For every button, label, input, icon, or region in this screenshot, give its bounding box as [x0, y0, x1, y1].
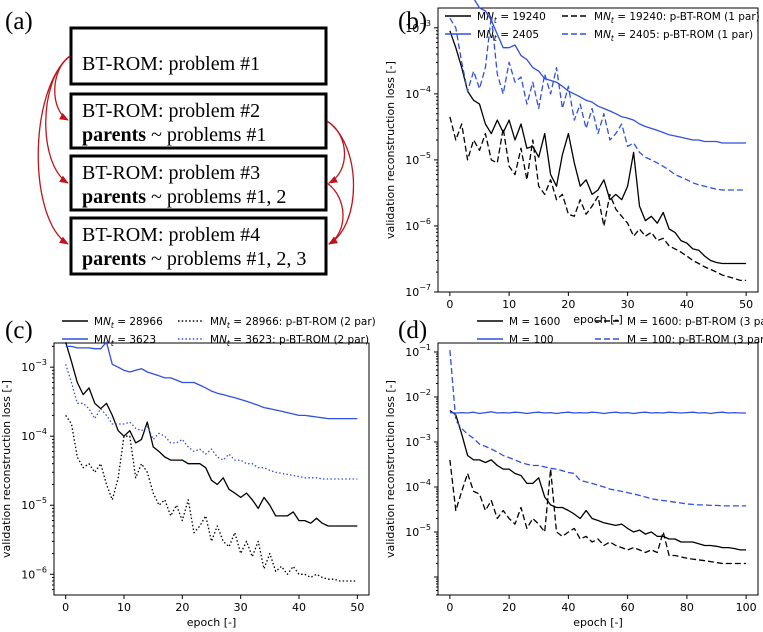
x-tick-label: 80 [680, 601, 694, 614]
parent-arrows-left [37, 55, 71, 245]
box-2-line1: BT-ROM: problem #2 [82, 100, 260, 122]
legend-label: MNt = 28966 [94, 316, 163, 330]
box-2-rest: ~ problems #1 [146, 124, 266, 146]
x-tick-label: 20 [175, 601, 189, 614]
panel-label-d: (d) [398, 317, 427, 344]
series-line [449, 350, 747, 507]
arrow-2-to-4 [326, 120, 355, 245]
series-line [473, 0, 747, 144]
y-axis-label: validation reconstruction loss [-] [0, 380, 13, 558]
y-tick-label: 10−3 [405, 19, 431, 35]
panel-label-c: (c) [5, 317, 33, 344]
y-tick-label: 10−6 [405, 217, 431, 233]
parent-arrows-right [326, 120, 355, 245]
series-line [65, 364, 358, 480]
plot-frame [437, 342, 759, 596]
y-tick-label: 10−5 [21, 496, 47, 512]
series-line [449, 30, 747, 265]
x-tick-label: 20 [561, 298, 575, 311]
series-line [449, 409, 747, 551]
box-3-rest: ~ problems #1, 2 [146, 186, 286, 208]
x-tick-label: 40 [561, 601, 575, 614]
arrow-3-to-4 [326, 182, 344, 245]
y-tick-label: 10−3 [21, 358, 47, 374]
x-tick-label: 40 [292, 601, 306, 614]
box-3-parents: parents [82, 186, 146, 208]
x-tick-label: 30 [234, 601, 248, 614]
box-4-rest: ~ problems #1, 2, 3 [146, 248, 306, 270]
x-tick-label: 10 [117, 601, 131, 614]
series-line [449, 411, 747, 415]
series-line [449, 459, 747, 565]
box-4-line2: parents ~ problems #1, 2, 3 [82, 248, 306, 270]
series-line [65, 341, 358, 420]
legend-label: M = 1600 [509, 316, 560, 328]
chart-c: 0 10 20 30 40 50 10−6 10−5 10−4 10−3 epoch [-] vali… [0, 316, 376, 629]
y-tick-label: 10−5 [405, 523, 431, 539]
series-line [65, 415, 358, 582]
legend-label: MNt = 28966: p-BT-ROM (2 par) [210, 316, 376, 330]
y-tick-label: 10−3 [405, 433, 431, 449]
chart-d: 0 20 40 60 80 100 10−5 10−4 10−3 10−2 10−1 epoch [-… [384, 316, 763, 629]
legend-label: MNt = 3623 [94, 334, 156, 348]
legend-label: MNt = 2405: p-BT-ROM (1 par) [594, 29, 753, 43]
y-axis-label: validation reconstruction loss [-] [384, 61, 397, 239]
legend-label: MNt = 2405 [477, 29, 539, 43]
x-tick-label: 60 [621, 601, 635, 614]
box-4-line1: BT-ROM: problem #4 [82, 224, 260, 246]
legend-label: M = 100 [509, 334, 554, 346]
arrow-1-to-2 [54, 55, 71, 121]
y-tick-label: 10−4 [405, 478, 431, 494]
y-tick-label: 10−4 [405, 85, 431, 101]
panel-a: (a) BT-ROM: problem #1 BT-ROM: problem #… [5, 8, 355, 276]
box-2-parents: parents [82, 124, 146, 146]
legend-label: M = 1600: p-BT-ROM (3 par) [627, 316, 763, 328]
diagram-box-3: BT-ROM: problem #3 parents ~ problems #1… [69, 154, 328, 212]
legend-label: MNt = 3623: p-BT-ROM (2 par) [210, 334, 369, 348]
y-axis-label: validation reconstruction loss [-] [384, 380, 397, 558]
arrow-2-to-3 [326, 120, 346, 184]
series-line [449, 116, 747, 282]
x-tick-label: 0 [446, 298, 453, 311]
x-tick-label: 30 [621, 298, 635, 311]
y-tick-label: 10−2 [405, 388, 431, 404]
y-tick-label: 10−1 [405, 343, 431, 359]
plot-frame [437, 7, 759, 293]
x-tick-label: 100 [736, 601, 757, 614]
x-tick-label: 50 [350, 601, 364, 614]
box-3-line1: BT-ROM: problem #3 [82, 162, 260, 184]
y-tick-label: 10−7 [405, 283, 431, 299]
box-2-line2: parents ~ problems #1 [82, 124, 266, 146]
x-tick-label: 20 [502, 601, 516, 614]
y-tick-label: 10−6 [21, 565, 47, 581]
plot-frame [53, 342, 370, 596]
legend-label: MNt = 19240: p-BT-ROM (1 par) [594, 11, 760, 25]
x-tick-label: 10 [502, 298, 516, 311]
x-axis-label: epoch [-] [187, 616, 237, 629]
x-axis-label: epoch [-] [573, 616, 623, 629]
x-tick-label: 0 [62, 601, 69, 614]
panel-label-b: (b) [398, 8, 427, 35]
legend-label: MNt = 19240 [477, 11, 546, 25]
box-1-line1: BT-ROM: problem #1 [82, 53, 260, 75]
y-tick-label: 10−4 [21, 427, 47, 443]
series-line [65, 342, 358, 527]
x-tick-label: 40 [680, 298, 694, 311]
x-axis-label: epoch [-] [573, 313, 623, 326]
panel-label-a: (a) [5, 8, 33, 35]
box-4-parents: parents [82, 248, 146, 270]
diagram-box-1: BT-ROM: problem #1 [69, 26, 328, 86]
arrow-1-to-4 [37, 55, 71, 245]
x-tick-label: 0 [446, 601, 453, 614]
box-3-line2: parents ~ problems #1, 2 [82, 186, 286, 208]
chart-b: 0 10 20 30 40 50 10−7 10−6 10−5 10−4 10−3 epoch [-]… [384, 0, 760, 326]
y-tick-label: 10−5 [405, 151, 431, 167]
diagram-box-2: BT-ROM: problem #2 parents ~ problems #1 [69, 92, 328, 150]
series-line [449, 15, 747, 191]
legend-label: M = 100: p-BT-ROM (3 par) [627, 334, 763, 346]
x-tick-label: 50 [739, 298, 753, 311]
diagram-box-4: BT-ROM: problem #4 parents ~ problems #1… [69, 216, 328, 276]
